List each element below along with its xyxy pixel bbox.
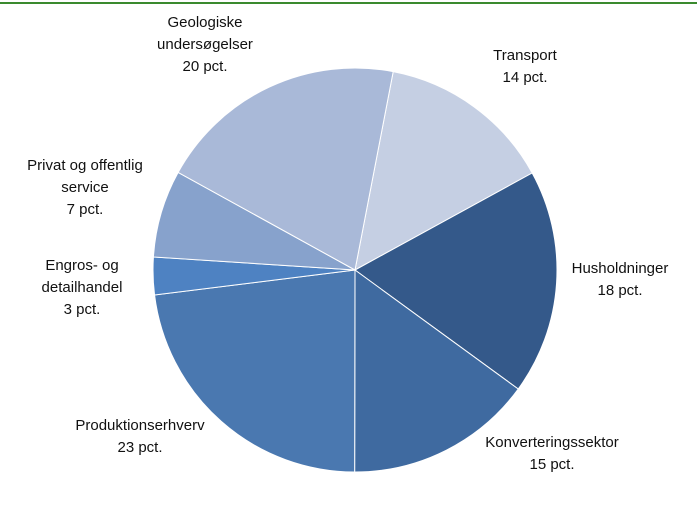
slice-label: Konverteringssektor 15 pct. (467, 432, 637, 476)
category-name: Privat og offentlig service (27, 157, 143, 196)
value-label: 7 pct. (66, 201, 104, 218)
slice-label: Transport 14 pct. (465, 45, 585, 89)
slice-label: Geologiske undersøgelser 20 pct. (140, 12, 270, 78)
value-label: 23 pct. (117, 439, 163, 456)
category-name: Transport (493, 47, 557, 64)
pie-slice (354, 71, 533, 271)
category-name: Konverteringssektor (485, 434, 619, 451)
pie-slice (354, 172, 558, 390)
slice-label: Husholdninger 18 pct. (560, 258, 680, 302)
pie-slice (354, 269, 519, 473)
category-name: Husholdninger (571, 260, 669, 277)
slice-label: Produktionserhverv 23 pct. (55, 415, 225, 459)
value-label: 18 pct. (597, 282, 643, 299)
pie-slice (177, 67, 394, 271)
category-name: Engros- og detailhandel (41, 257, 123, 296)
value-label: 3 pct. (63, 301, 101, 318)
pie-slice (153, 269, 356, 473)
value-label: 14 pct. (502, 69, 548, 86)
category-name: Geologiske undersøgelser (157, 14, 253, 53)
value-label: 20 pct. (182, 58, 228, 75)
slice-label: Privat og offentlig service 7 pct. (10, 155, 160, 221)
value-label: 15 pct. (529, 456, 575, 473)
category-name: Produktionserhverv (75, 417, 205, 434)
slice-label: Engros- og detailhandel 3 pct. (30, 255, 135, 321)
